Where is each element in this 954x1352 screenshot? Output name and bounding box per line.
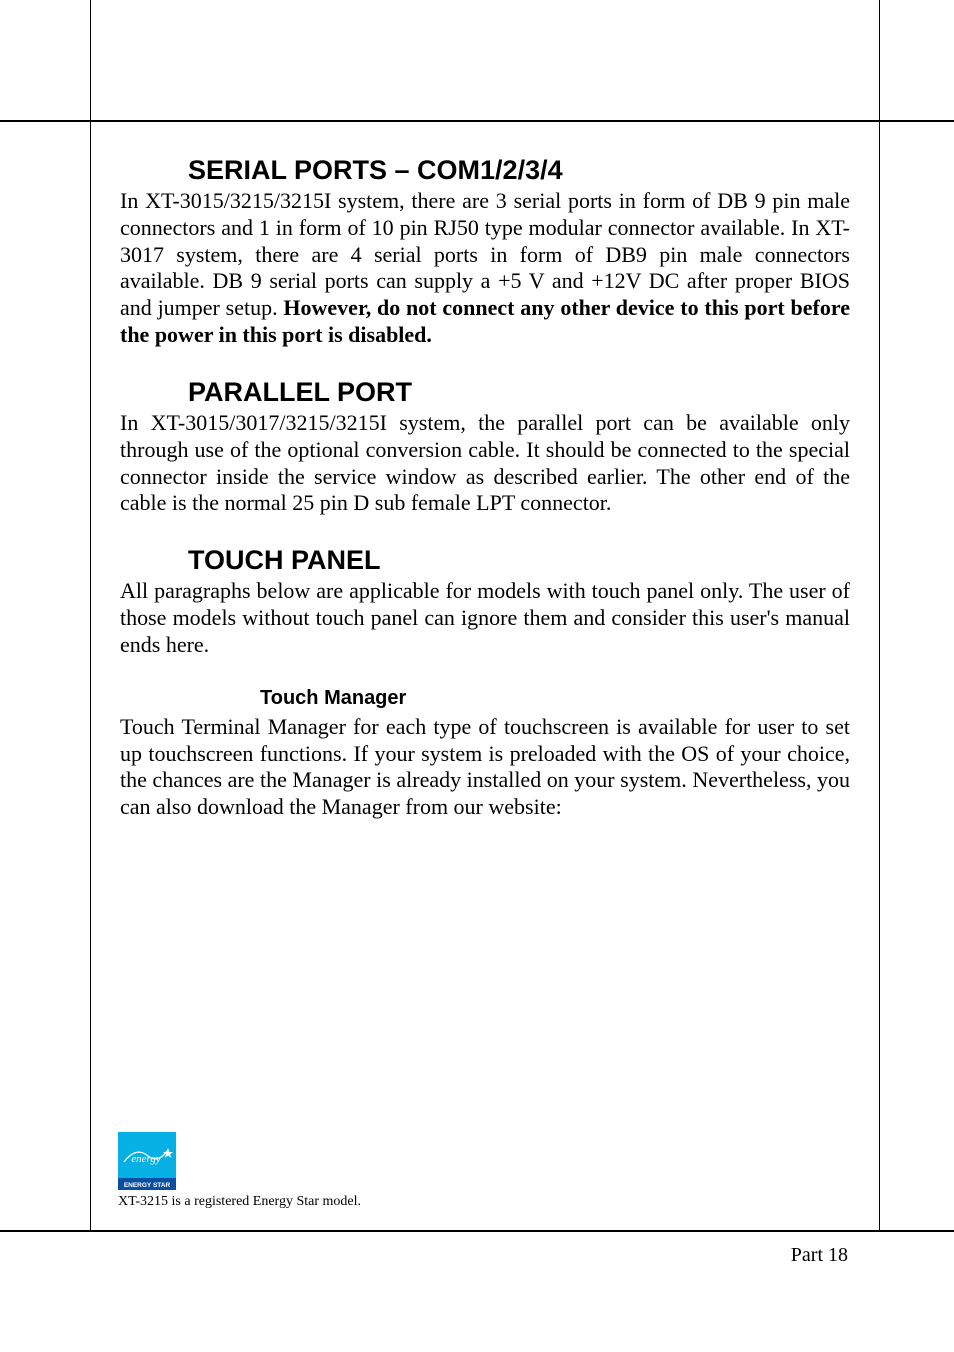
page-content: SERIAL PORTS – COM1/2/3/4 In XT-3015/321… — [120, 155, 850, 861]
body-text-pre: In XT-3015/3017/3215/3215I system, the p… — [120, 410, 850, 515]
section-body-serial-ports: In XT-3015/3215/3215I system, there are … — [120, 188, 850, 349]
energy-star-block: energy ENERGY STAR XT-3215 is a register… — [118, 1132, 518, 1210]
subsection-heading-touch-manager: Touch Manager — [260, 687, 850, 710]
energy-star-icon: energy ENERGY STAR — [118, 1132, 176, 1190]
energy-star-script: energy — [131, 1153, 161, 1165]
subsection-body-touch-manager: Touch Terminal Manager for each type of … — [120, 714, 850, 821]
page-number: Part 18 — [791, 1244, 848, 1267]
section-heading-parallel-port: PARALLEL PORT — [188, 377, 850, 408]
energy-star-caption: XT-3215 is a registered Energy Star mode… — [118, 1194, 518, 1210]
body-text-pre: All paragraphs below are applicable for … — [120, 578, 850, 657]
bottom-horizontal-rule — [0, 1230, 954, 1232]
energy-star-label: ENERGY STAR — [124, 1182, 171, 1189]
top-horizontal-rule — [0, 120, 954, 122]
section-body-touch-panel: All paragraphs below are applicable for … — [120, 578, 850, 658]
section-heading-touch-panel: TOUCH PANEL — [188, 545, 850, 576]
section-heading-serial-ports: SERIAL PORTS – COM1/2/3/4 — [188, 155, 850, 186]
section-body-parallel-port: In XT-3015/3017/3215/3215I system, the p… — [120, 410, 850, 517]
